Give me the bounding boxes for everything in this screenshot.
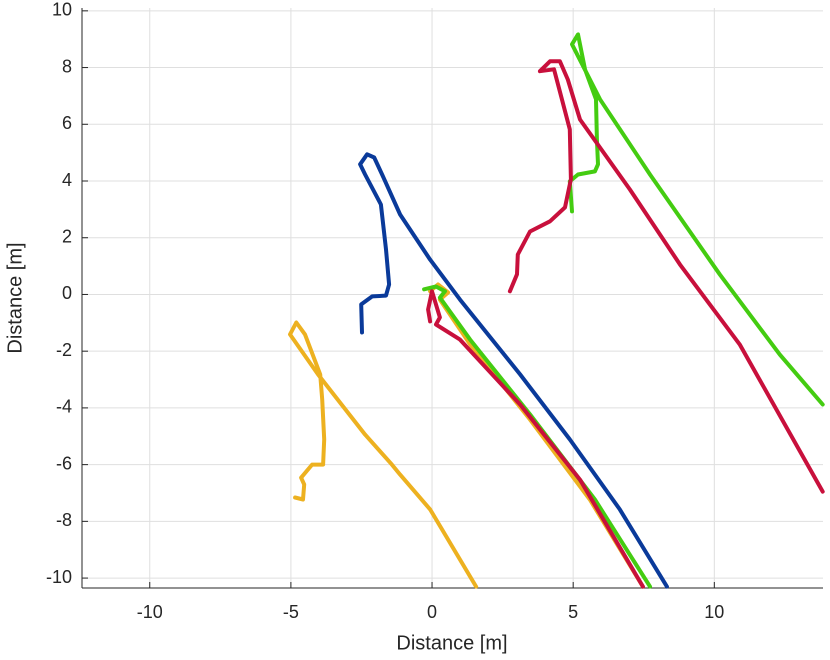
y-tick-label: -6 [56, 453, 72, 473]
trajectory-line [426, 59, 825, 589]
trajectory-line [422, 32, 825, 589]
x-tick-label: 5 [568, 602, 578, 622]
y-tick-label: 10 [52, 0, 72, 20]
y-tick-label: 8 [62, 56, 72, 76]
y-tick-label: 0 [62, 283, 72, 303]
x-tick-label: -5 [283, 602, 299, 622]
x-tick-label: 10 [704, 602, 724, 622]
y-axis-label: Distance [m] [4, 242, 26, 353]
y-tick-label: 6 [62, 113, 72, 133]
trajectory-line [358, 152, 669, 589]
y-tick-label: 2 [62, 226, 72, 246]
trajectory-line [288, 282, 645, 589]
x-tick-label: 0 [427, 602, 437, 622]
x-tick-label: -10 [137, 602, 163, 622]
x-axis-label: Distance [m] [396, 632, 507, 654]
y-tick-label: 4 [62, 170, 72, 190]
y-tick-label: -10 [46, 567, 72, 587]
y-tick-label: -8 [56, 510, 72, 530]
y-tick-label: -2 [56, 340, 72, 360]
y-tick-label: -4 [56, 397, 72, 417]
